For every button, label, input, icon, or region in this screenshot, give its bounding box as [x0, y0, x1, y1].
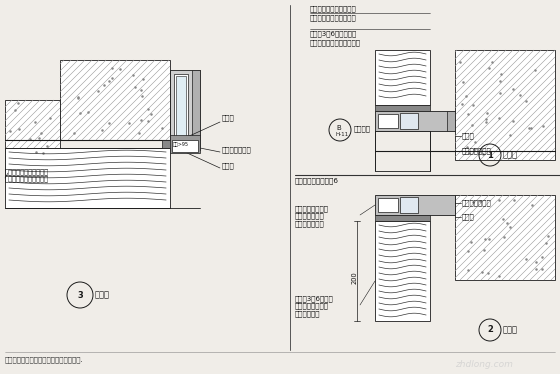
Bar [378, 114, 398, 128]
Text: 发泡聚氨酯灌缝: 发泡聚氨酯灌缝 [222, 147, 252, 153]
Bar [375, 215, 430, 221]
Bar [5, 55, 275, 325]
Bar [375, 195, 455, 215]
Bar [375, 221, 430, 321]
Text: H-11: H-11 [336, 132, 349, 137]
Text: 密封膏: 密封膏 [462, 133, 475, 139]
Text: 密封膏: 密封膏 [222, 163, 235, 169]
Text: 贴岩棉板（将翻包的玻纤: 贴岩棉板（将翻包的玻纤 [310, 5, 357, 12]
Bar [375, 50, 430, 105]
Text: 发泡聚氨酯灌缝: 发泡聚氨酯灌缝 [462, 148, 492, 154]
Text: 200: 200 [352, 271, 358, 284]
Bar [375, 131, 430, 171]
Bar [60, 60, 170, 140]
Text: 3: 3 [77, 291, 83, 300]
Bar [375, 105, 430, 111]
Text: 窗下口: 窗下口 [503, 325, 518, 334]
Bar [375, 111, 455, 131]
Text: 窗侧口: 窗侧口 [95, 291, 110, 300]
Text: 密封膏: 密封膏 [462, 214, 475, 220]
Text: 窗台抹面胶浆厚度＞6: 窗台抹面胶浆厚度＞6 [295, 177, 339, 184]
Bar [5, 148, 170, 208]
Bar [170, 135, 200, 153]
Text: 1: 1 [487, 150, 493, 159]
Text: 窗上口: 窗上口 [503, 150, 518, 159]
Bar [192, 70, 200, 150]
Bar [174, 74, 188, 146]
Text: 注：外窗台排水坡顶应低于窗框的泄水孔.: 注：外窗台排水坡顶应低于窗框的泄水孔. [5, 356, 84, 363]
Text: B: B [336, 125, 340, 131]
Bar [5, 100, 60, 170]
Bar [400, 113, 418, 129]
Text: zhdlong.com: zhdlong.com [455, 360, 513, 369]
Text: 墙面抹3～6厚抹面胶浆: 墙面抹3～6厚抹面胶浆 [310, 30, 357, 37]
Bar [378, 198, 398, 212]
Text: 贴岩棉板（将翻包的玻纤
网格布用抹面胶浆粘贴）: 贴岩棉板（将翻包的玻纤 网格布用抹面胶浆粘贴） [5, 168, 49, 182]
Text: 塑料滴水: 塑料滴水 [354, 126, 371, 132]
Bar [170, 70, 200, 150]
Text: 2: 2 [487, 325, 493, 334]
Text: （中间压一层玻纤网格布）: （中间压一层玻纤网格布） [310, 39, 361, 46]
Text: 墙面抹3～6厚抹面
胶浆（中间压一层
玻纤网格布）: 墙面抹3～6厚抹面 胶浆（中间压一层 玻纤网格布） [295, 295, 334, 317]
Text: 贴岩棉板（将翻包
的玻纤网格布用
抹面胶浆粘贴）: 贴岩棉板（将翻包 的玻纤网格布用 抹面胶浆粘贴） [295, 205, 329, 227]
Bar [162, 140, 200, 148]
Bar [455, 195, 555, 280]
Bar [172, 140, 198, 152]
Bar [400, 197, 418, 213]
Text: 密封膏: 密封膏 [222, 115, 235, 121]
Text: 网格布用抹面胶浆粘贴）: 网格布用抹面胶浆粘贴） [310, 14, 357, 21]
Bar [455, 50, 555, 160]
Bar [176, 76, 186, 144]
Bar [447, 111, 455, 131]
Text: 发泡聚氨酯灌缝: 发泡聚氨酯灌缝 [462, 200, 492, 206]
Text: 翻包>95: 翻包>95 [173, 142, 189, 147]
